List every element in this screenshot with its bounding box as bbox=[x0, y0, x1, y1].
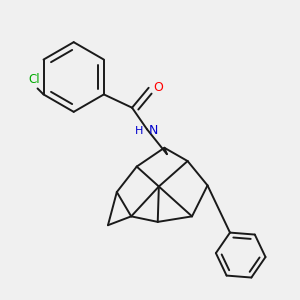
Text: O: O bbox=[154, 81, 164, 94]
Text: Cl: Cl bbox=[28, 73, 40, 86]
Text: N: N bbox=[149, 124, 158, 137]
Text: H: H bbox=[135, 126, 144, 136]
